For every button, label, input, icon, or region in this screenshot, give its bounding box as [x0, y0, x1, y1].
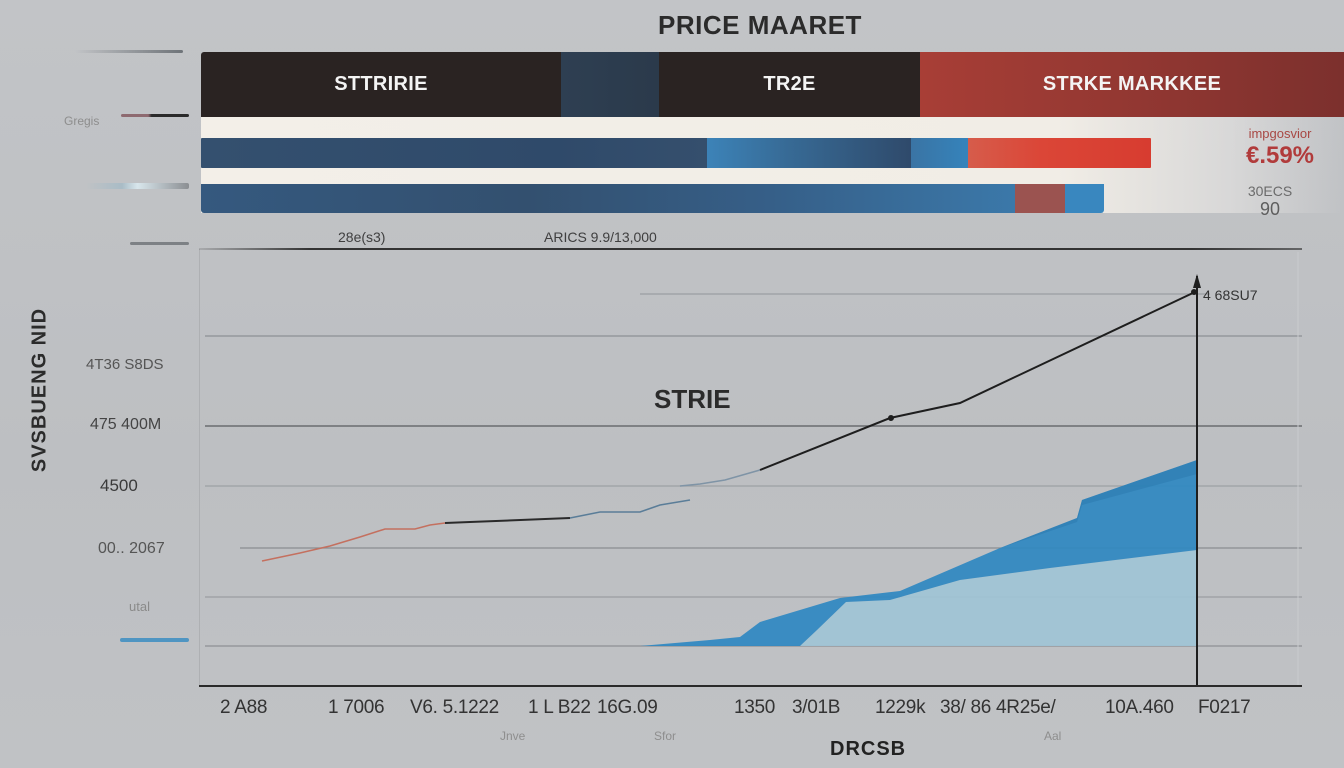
legend-stub-5 — [120, 638, 189, 642]
bar1-segment-1 — [201, 138, 707, 168]
header-segment-1[interactable]: STTRIRIE — [201, 52, 561, 117]
price-line-blue-segment — [569, 499, 691, 519]
price-line-red-segment — [261, 522, 446, 562]
bar1-segment-2 — [707, 138, 911, 168]
y-tick-1: 4T36 S8DS — [86, 356, 164, 373]
price-line-upper-segment — [759, 291, 1196, 471]
legend-label: Gregis — [64, 114, 100, 128]
x-sublabel-2: Sfor — [654, 729, 677, 743]
y-tick-4: 00.. 2067 — [98, 540, 165, 557]
x-tick-1: 2 A88 — [220, 697, 268, 718]
x-tick-3: V6. 5.1222 — [410, 697, 499, 718]
x-sublabel-3: Aal — [1044, 729, 1062, 743]
header-segment-1-label: STTRIRIE — [334, 73, 428, 95]
dark-area-upper-band — [1000, 460, 1197, 548]
header-segment-4[interactable]: STRKE MARKKEE — [920, 52, 1344, 117]
x-tick-4: 1 L B22 — [528, 697, 591, 718]
series-label: STRIE — [654, 384, 731, 414]
x-tick-9: 38/ 86 4R25e/ — [940, 697, 1056, 718]
x-axis-title: DRCSB — [830, 738, 907, 760]
x-tick-10: 10A.460 — [1105, 697, 1174, 718]
header-segment-4-label: STRKE MARKKEE — [1042, 73, 1222, 95]
header-band: STTRIRIE TR2E STRKE MARKKEE — [201, 52, 1344, 117]
impression-value: €.59% — [1245, 142, 1315, 169]
bar2-segment-3 — [1065, 184, 1104, 213]
light-area-series — [800, 550, 1197, 646]
y-tick-3: 4500 — [100, 476, 138, 495]
y-tick-2: 475 400M — [90, 416, 162, 433]
price-line-marker[interactable] — [888, 415, 894, 421]
header-segment-2[interactable] — [561, 52, 659, 117]
bar2-segment-1 — [201, 184, 1015, 213]
x-sublabel-1: Jnve — [500, 729, 526, 743]
x-tick-2: 1 7006 — [328, 697, 385, 718]
header-segment-3[interactable]: TR2E — [659, 52, 920, 117]
impression-label: impgosvior — [1248, 126, 1312, 141]
header-segment-3-label: TR2E — [763, 73, 816, 95]
x-axis-line — [199, 685, 1302, 687]
x-tick-7: 3/01B — [792, 697, 841, 718]
x-tick-row: 2 A88 1 7006 V6. 5.1222 1 L B22 16G.09 1… — [200, 697, 1310, 721]
legend-stub-4 — [130, 242, 189, 245]
x-tick-5: 16G.09 — [597, 697, 658, 718]
secondary-label: 30ECS — [1247, 183, 1293, 199]
stacked-bar-1[interactable] — [201, 138, 1151, 168]
legend-stub-3 — [86, 183, 189, 189]
x-tick-8: 1229k — [875, 697, 926, 718]
dark-area-series — [640, 460, 1197, 646]
bar1-segment-4 — [968, 138, 1151, 168]
bar-caption-right: ARICS 9.9/13,000 — [544, 229, 657, 245]
x-tick-6: 1350 — [734, 697, 776, 718]
price-line-end-marker[interactable] — [1191, 289, 1197, 295]
y-axis-title: SVSBUENG NID — [28, 307, 51, 473]
legend-stub-2 — [121, 114, 189, 117]
marker-value-label: 4 68SU7 — [1203, 287, 1258, 303]
bar1-segment-3 — [911, 138, 968, 168]
plot-area — [199, 249, 1302, 687]
bar-caption-left: 28e(s3) — [338, 229, 386, 245]
x-tick-11: F0217 — [1198, 697, 1251, 718]
plot-top-rule — [199, 248, 1302, 250]
stacked-bar-2[interactable] — [201, 184, 1104, 213]
price-line-grey-segment — [679, 469, 761, 487]
legend-stub-1 — [75, 50, 183, 53]
current-marker-line[interactable] — [1196, 276, 1198, 686]
price-line-dark-segment — [444, 517, 571, 524]
secondary-value: 90 — [1259, 199, 1281, 219]
y-tick-5: utal — [129, 599, 150, 614]
bar2-segment-2 — [1015, 184, 1065, 213]
page-title: PRICE MAARET — [658, 10, 862, 40]
